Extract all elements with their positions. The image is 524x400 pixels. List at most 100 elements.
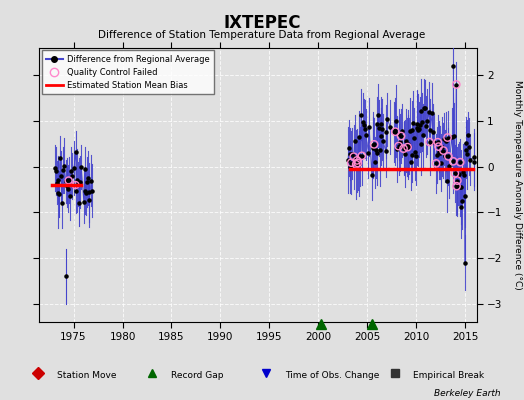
Point — [404, 140, 412, 147]
Point — [454, 172, 462, 178]
Point — [408, 127, 416, 133]
Point — [358, 153, 366, 159]
Point — [54, 191, 63, 197]
Point — [52, 168, 60, 175]
Point — [423, 118, 431, 124]
Point — [402, 138, 410, 144]
Point — [442, 138, 450, 144]
Point — [361, 126, 369, 132]
Point — [397, 133, 405, 139]
Point — [391, 128, 399, 135]
Legend: Difference from Regional Average, Quality Control Failed, Estimated Station Mean: Difference from Regional Average, Qualit… — [42, 50, 214, 94]
Point — [403, 144, 412, 150]
Point — [82, 190, 91, 196]
Point — [409, 120, 418, 126]
Point — [364, 150, 373, 156]
Point — [52, 179, 61, 186]
Point — [412, 125, 421, 131]
Point — [399, 146, 408, 152]
Point — [461, 260, 470, 266]
Point — [465, 144, 473, 150]
Point — [377, 121, 386, 127]
Point — [408, 151, 417, 158]
Point — [414, 127, 422, 133]
Point — [56, 155, 64, 161]
Point — [372, 147, 380, 154]
Point — [450, 133, 458, 140]
Point — [352, 161, 361, 168]
Point — [87, 177, 95, 184]
Point — [347, 160, 355, 166]
Point — [354, 134, 363, 140]
Point — [397, 133, 405, 139]
Point — [88, 187, 96, 194]
Point — [452, 183, 461, 189]
Point — [368, 141, 377, 148]
Point — [435, 149, 444, 155]
Point — [395, 143, 403, 149]
Point — [369, 144, 377, 151]
Point — [417, 108, 425, 114]
Point — [370, 141, 378, 148]
Point — [382, 128, 390, 135]
Point — [67, 168, 75, 174]
Point — [73, 177, 81, 184]
Point — [399, 146, 408, 152]
Point — [417, 141, 425, 147]
Point — [386, 124, 395, 130]
Point — [396, 139, 405, 146]
Point — [358, 119, 367, 125]
Point — [81, 188, 90, 194]
Point — [433, 139, 442, 145]
Point — [80, 199, 88, 206]
Text: Record Gap: Record Gap — [171, 372, 223, 380]
Point — [358, 153, 366, 159]
Point — [65, 177, 73, 183]
Point — [416, 122, 424, 128]
Point — [400, 144, 409, 151]
Point — [437, 159, 445, 166]
Point — [84, 189, 93, 196]
Point — [407, 158, 415, 165]
Point — [462, 147, 471, 153]
Point — [413, 121, 422, 127]
Point — [356, 153, 365, 160]
Point — [430, 139, 438, 146]
Point — [406, 128, 414, 135]
Point — [452, 81, 461, 88]
Point — [350, 154, 358, 160]
Point — [451, 170, 459, 176]
Point — [351, 138, 359, 144]
Point — [362, 131, 370, 138]
Point — [421, 123, 430, 130]
Point — [452, 183, 461, 189]
Point — [395, 131, 403, 138]
Point — [433, 152, 441, 158]
Point — [443, 134, 452, 141]
Point — [345, 164, 354, 170]
Point — [401, 151, 409, 157]
Point — [371, 159, 379, 166]
Point — [392, 118, 400, 124]
Point — [411, 149, 419, 155]
Point — [445, 162, 453, 169]
Point — [75, 179, 84, 185]
Text: Time of Obs. Change: Time of Obs. Change — [285, 372, 379, 380]
Point — [64, 185, 72, 192]
Point — [398, 128, 406, 134]
Point — [439, 147, 447, 154]
Point — [460, 172, 468, 178]
Point — [421, 105, 429, 111]
Point — [357, 112, 365, 118]
Point — [375, 125, 383, 131]
Point — [449, 158, 457, 164]
Point — [456, 159, 464, 165]
Point — [379, 138, 387, 144]
Text: Station Move: Station Move — [57, 372, 116, 380]
Point — [347, 160, 355, 166]
Point — [438, 143, 446, 150]
Point — [373, 150, 381, 157]
Point — [84, 175, 92, 181]
Point — [344, 157, 352, 163]
Point — [391, 128, 399, 135]
